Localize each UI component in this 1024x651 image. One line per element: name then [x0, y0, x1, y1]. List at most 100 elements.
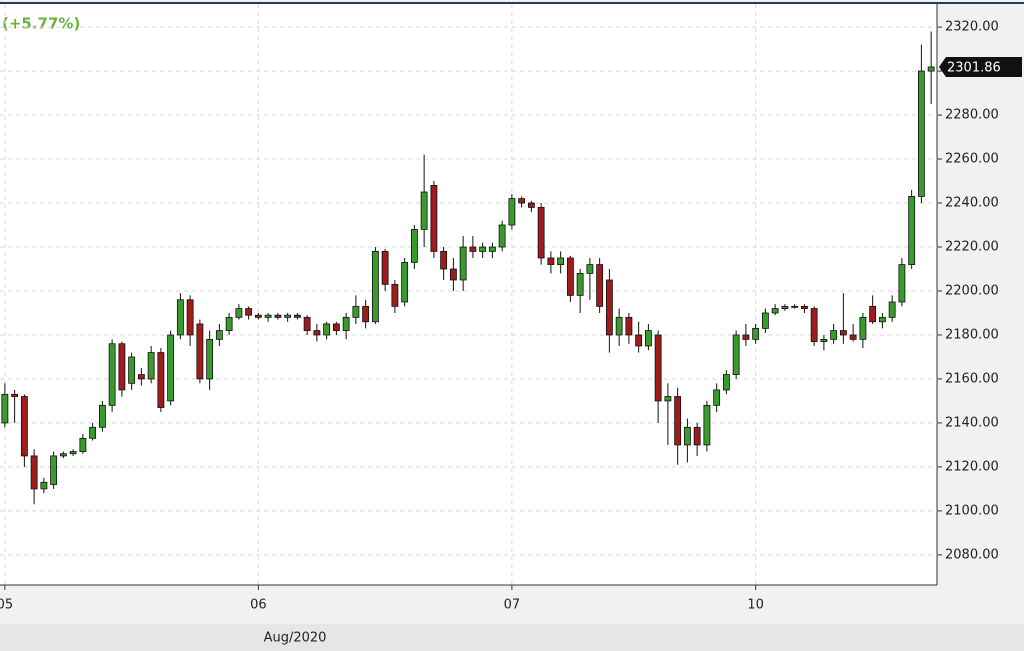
- candle: [547, 251, 555, 274]
- candle-body: [527, 202, 535, 208]
- candle: [615, 308, 623, 346]
- candle-body: [518, 198, 526, 204]
- candle: [635, 321, 643, 353]
- candle: [254, 312, 262, 320]
- candle: [664, 383, 672, 445]
- candle: [196, 319, 204, 384]
- candle-body: [342, 316, 350, 331]
- candle-body: [313, 330, 321, 336]
- y-tick-label: 2220.00: [945, 239, 999, 254]
- candle: [479, 242, 487, 258]
- candle-body: [118, 343, 126, 391]
- candle-body: [20, 396, 28, 457]
- candle: [137, 367, 145, 386]
- plot-area: [0, 4, 937, 585]
- candle: [459, 236, 467, 291]
- candle-body: [293, 314, 301, 318]
- candle: [859, 312, 867, 349]
- candle: [498, 220, 506, 252]
- candle-body: [40, 481, 48, 490]
- candle: [332, 321, 340, 335]
- candle: [50, 451, 58, 489]
- candle-body: [235, 308, 243, 318]
- x-axis-title: Aug/2020: [264, 631, 327, 646]
- candle-body: [371, 250, 379, 323]
- change-label: (+5.77%): [2, 15, 80, 33]
- candle-body: [800, 305, 808, 309]
- candle-body: [30, 455, 38, 490]
- candle: [518, 196, 526, 208]
- candle-body: [488, 246, 496, 252]
- candle-body: [917, 70, 925, 197]
- candle: [245, 306, 253, 320]
- y-tick-label: 2100.00: [945, 503, 999, 518]
- candle: [742, 323, 750, 346]
- y-tick-label: 2260.00: [945, 152, 999, 167]
- candle: [342, 312, 350, 340]
- candle: [11, 389, 19, 423]
- candle-body: [284, 314, 292, 318]
- candle-body: [898, 264, 906, 303]
- candle: [586, 257, 594, 300]
- candle: [839, 293, 847, 344]
- candle-body: [605, 279, 613, 336]
- candle: [108, 339, 116, 412]
- candle-body: [430, 185, 438, 252]
- candle: [98, 400, 106, 432]
- candle: [1, 383, 9, 428]
- candle-body: [537, 207, 545, 259]
- candle-body: [859, 316, 867, 340]
- candle-body: [869, 305, 877, 323]
- candle: [888, 295, 896, 322]
- candle: [800, 304, 808, 313]
- candle: [781, 304, 789, 311]
- x-tick-label: 06: [250, 598, 267, 613]
- candle-body: [274, 314, 282, 318]
- candle: [186, 295, 194, 346]
- candle: [40, 477, 48, 494]
- candle-body: [11, 393, 19, 397]
- candle-body: [362, 305, 370, 323]
- candle: [128, 352, 136, 390]
- candle: [810, 306, 818, 346]
- y-tick-label: 2140.00: [945, 415, 999, 430]
- candle-body: [79, 437, 87, 452]
- candle-body: [654, 334, 662, 402]
- candle: [527, 200, 535, 212]
- candle: [576, 268, 584, 313]
- candle-body: [50, 455, 58, 485]
- candle: [771, 304, 779, 316]
- candle: [206, 330, 214, 390]
- y-tick-label: 2180.00: [945, 327, 999, 342]
- candle: [508, 194, 516, 230]
- candle: [284, 312, 292, 322]
- candle-body: [625, 316, 633, 336]
- candle-body: [323, 323, 331, 336]
- candle-body: [508, 198, 516, 226]
- candle: [293, 312, 301, 320]
- candle: [683, 418, 691, 463]
- candle-body: [576, 272, 584, 296]
- candle-body: [781, 305, 789, 309]
- candle: [147, 345, 155, 384]
- candle: [89, 422, 97, 441]
- candle-body: [713, 389, 721, 406]
- candle: [371, 246, 379, 324]
- candle-body: [820, 338, 828, 342]
- y-tick-label: 2200.00: [945, 283, 999, 298]
- candle: [264, 312, 272, 322]
- candle-body: [839, 330, 847, 336]
- candle: [176, 293, 184, 340]
- candle-body: [108, 343, 116, 406]
- candle-body: [878, 316, 886, 323]
- x-tick-label: 05: [0, 598, 13, 613]
- candle-body: [215, 330, 223, 340]
- candle-body: [128, 356, 136, 384]
- candle: [118, 341, 126, 397]
- candle: [674, 387, 682, 465]
- candle: [596, 257, 604, 313]
- candle: [849, 323, 857, 342]
- candle: [644, 323, 652, 351]
